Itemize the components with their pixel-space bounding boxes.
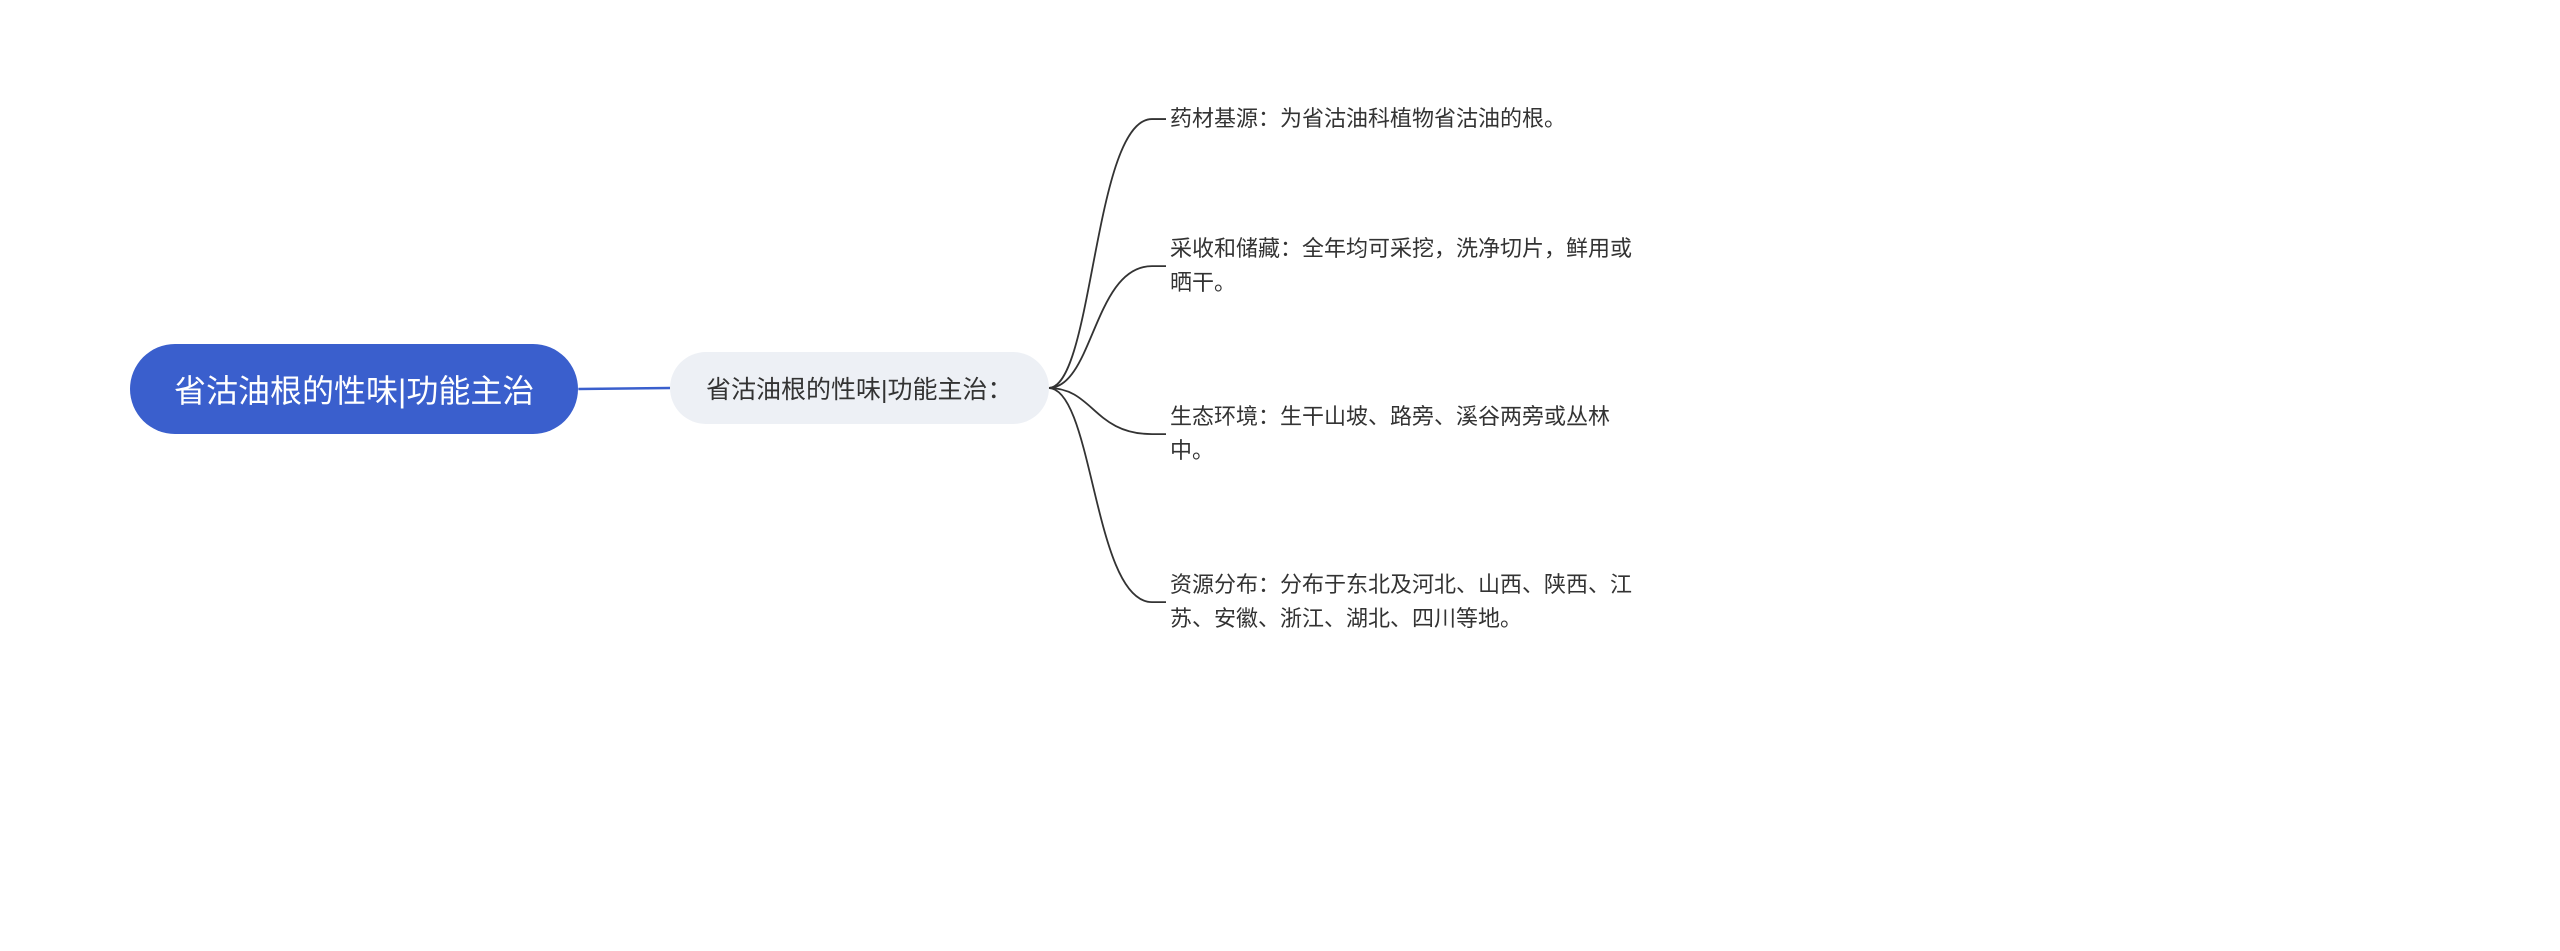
leaf-node: 生态环境：生干山坡、路旁、溪谷两旁或丛林中。 <box>1170 400 1650 468</box>
leaf-node: 采收和储藏：全年均可采挖，洗净切片，鲜用或晒干。 <box>1170 232 1650 300</box>
root-node-text: 省沽油根的性味|功能主治 <box>174 373 534 409</box>
leaf-node: 药材基源：为省沽油科植物省沽油的根。 <box>1170 102 1566 136</box>
level1-node: 省沽油根的性味|功能主治： <box>670 352 1049 424</box>
connectors-svg <box>0 0 2560 951</box>
leaf-node: 资源分布：分布于东北及河北、山西、陕西、江苏、安徽、浙江、湖北、四川等地。 <box>1170 568 1650 636</box>
mindmap-container: 省沽油根的性味|功能主治 省沽油根的性味|功能主治： 药材基源：为省沽油科植物省… <box>0 0 2560 951</box>
level1-node-text: 省沽油根的性味|功能主治： <box>706 376 1013 404</box>
root-node: 省沽油根的性味|功能主治 <box>130 344 578 434</box>
